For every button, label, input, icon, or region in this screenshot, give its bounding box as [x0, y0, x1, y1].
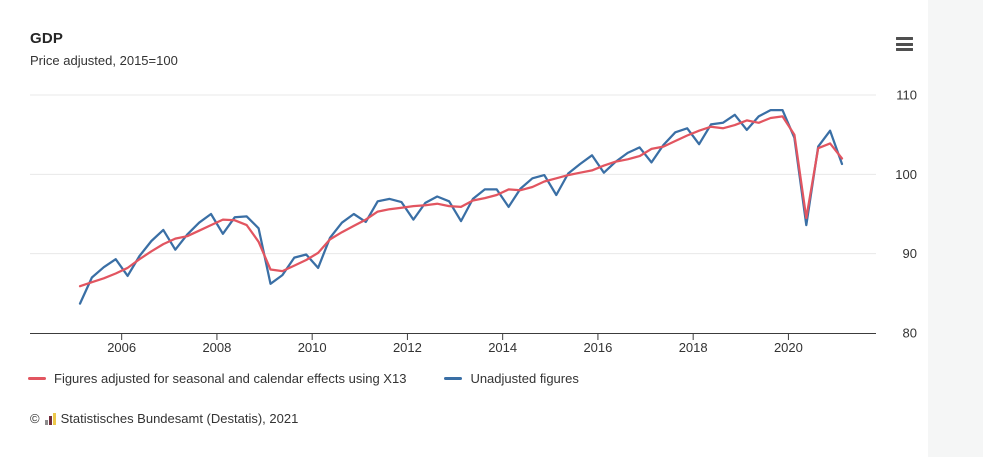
x-axis-label: 2016: [583, 340, 612, 355]
destatis-bar-chart-icon: [44, 412, 56, 425]
copyright-symbol: ©: [30, 411, 40, 426]
x-axis-label: 2014: [488, 340, 517, 355]
x-axis-label: 2012: [393, 340, 422, 355]
hamburger-bar: [896, 37, 913, 40]
source-attribution: © Statistisches Bundesamt (Destatis), 20…: [30, 411, 298, 426]
x-axis-label: 2008: [202, 340, 231, 355]
x-axis-label: 2010: [298, 340, 327, 355]
page-margin-strip: [928, 0, 983, 457]
x-axis-label: 2018: [679, 340, 708, 355]
source-text: Statistisches Bundesamt (Destatis), 2021: [60, 411, 299, 426]
legend-label-adjusted: Figures adjusted for seasonal and calend…: [54, 371, 407, 386]
y-axis-label: 110: [896, 88, 917, 103]
series-unadjusted-line: [78, 108, 844, 305]
y-axis-label: 80: [903, 326, 917, 341]
x-axis-label: 2020: [774, 340, 803, 355]
hamburger-bar: [896, 42, 913, 46]
chart-menu-icon[interactable]: [894, 35, 916, 55]
x-axis-label: 2006: [107, 340, 136, 355]
chart-subtitle: Price adjusted, 2015=100: [30, 53, 178, 68]
y-axis-label: 90: [903, 246, 917, 261]
chart-header: GDP Price adjusted, 2015=100: [30, 30, 178, 68]
chart-title: GDP: [30, 30, 64, 47]
legend-item-adjusted[interactable]: Figures adjusted for seasonal and calend…: [28, 371, 406, 386]
y-axis-label: 100: [895, 167, 917, 182]
chart-legend: Figures adjusted for seasonal and calend…: [28, 371, 579, 386]
adjusted-series-swatch-icon: [28, 377, 46, 380]
legend-item-unadjusted[interactable]: Unadjusted figures: [444, 371, 579, 386]
unadjusted-series-swatch-icon: [444, 377, 463, 380]
series-adjusted-line: [78, 115, 844, 288]
hamburger-bar: [896, 48, 913, 51]
legend-label-unadjusted: Unadjusted figures: [470, 371, 579, 386]
